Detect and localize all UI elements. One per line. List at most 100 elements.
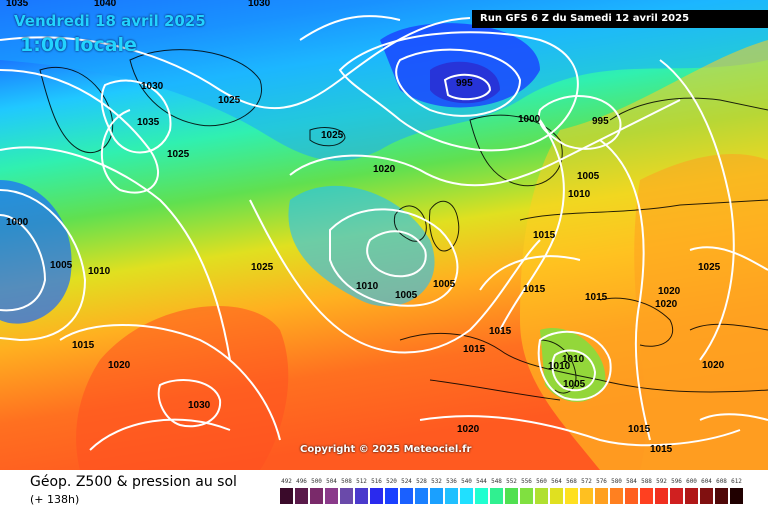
pressure-label: 995 bbox=[456, 78, 473, 89]
scale-swatch bbox=[415, 488, 428, 504]
scale-swatch bbox=[430, 488, 443, 504]
scale-value-label: 544 bbox=[476, 478, 487, 485]
scale-value-label: 548 bbox=[491, 478, 502, 485]
legend-bar: Géop. Z500 & pression au sol (+ 138h) 49… bbox=[0, 470, 768, 512]
pressure-labels: 1035 1040 1030 1000 1005 1010 1030 1035 … bbox=[6, 0, 725, 455]
scale-value-label: 524 bbox=[401, 478, 412, 485]
scale-value-label: 532 bbox=[431, 478, 442, 485]
scale-value-label: 608 bbox=[716, 478, 727, 485]
pressure-label: 1035 bbox=[137, 117, 160, 128]
scale-value-label: 580 bbox=[611, 478, 622, 485]
scale-swatch bbox=[280, 488, 293, 504]
scale-value-label: 576 bbox=[596, 478, 607, 485]
scale-swatch bbox=[730, 488, 743, 504]
pressure-label: 1015 bbox=[523, 284, 546, 295]
pressure-label: 1010 bbox=[562, 354, 585, 365]
scale-value-label: 596 bbox=[671, 478, 682, 485]
scale-value-label: 512 bbox=[356, 478, 367, 485]
pressure-label: 1005 bbox=[50, 260, 73, 271]
scale-swatch bbox=[310, 488, 323, 504]
scale-value-label: 568 bbox=[566, 478, 577, 485]
pressure-label: 1040 bbox=[94, 0, 117, 9]
coastlines bbox=[39, 49, 768, 401]
pressure-label: 1010 bbox=[88, 266, 111, 277]
pressure-label: 1020 bbox=[702, 360, 725, 371]
scale-swatch bbox=[700, 488, 713, 504]
pressure-label: 1005 bbox=[395, 290, 418, 301]
scale-value-label: 588 bbox=[641, 478, 652, 485]
scale-value-label: 520 bbox=[386, 478, 397, 485]
scale-value-label: 564 bbox=[551, 478, 562, 485]
pressure-label: 1000 bbox=[518, 114, 541, 125]
forecast-date: Vendredi 18 avril 2025 bbox=[14, 12, 206, 30]
scale-value-label: 528 bbox=[416, 478, 427, 485]
pressure-label: 1030 bbox=[188, 400, 211, 411]
scale-swatch bbox=[625, 488, 638, 504]
forecast-time: 1:00 locale bbox=[20, 34, 137, 56]
pressure-label: 1025 bbox=[218, 95, 241, 106]
weather-map: 1035 1040 1030 1000 1005 1010 1030 1035 … bbox=[0, 0, 768, 470]
scale-swatch bbox=[505, 488, 518, 504]
pressure-label: 1015 bbox=[533, 230, 556, 241]
scale-value-label: 556 bbox=[521, 478, 532, 485]
scale-value-label: 540 bbox=[461, 478, 472, 485]
scale-swatch bbox=[550, 488, 563, 504]
scale-swatch bbox=[370, 488, 383, 504]
run-info: Run GFS 6 Z du Samedi 12 avril 2025 bbox=[472, 10, 768, 28]
scale-swatch bbox=[565, 488, 578, 504]
pressure-label: 995 bbox=[592, 116, 609, 127]
scale-swatch bbox=[475, 488, 488, 504]
scale-swatch bbox=[655, 488, 668, 504]
scale-value-label: 612 bbox=[731, 478, 742, 485]
pressure-label: 1015 bbox=[72, 340, 95, 351]
scale-swatch bbox=[340, 488, 353, 504]
pressure-label: 1015 bbox=[463, 344, 486, 355]
scale-value-label: 560 bbox=[536, 478, 547, 485]
scale-swatch bbox=[295, 488, 308, 504]
pressure-label: 1015 bbox=[628, 424, 651, 435]
pressure-label: 1030 bbox=[248, 0, 271, 9]
scale-value-label: 584 bbox=[626, 478, 637, 485]
pressure-label: 1030 bbox=[141, 81, 164, 92]
scale-swatch bbox=[400, 488, 413, 504]
pressure-label: 1005 bbox=[563, 379, 586, 390]
scale-value-label: 516 bbox=[371, 478, 382, 485]
scale-swatch bbox=[595, 488, 608, 504]
scale-swatch bbox=[520, 488, 533, 504]
pressure-label: 1020 bbox=[373, 164, 396, 175]
pressure-label: 1025 bbox=[167, 149, 190, 160]
pressure-label: 1010 bbox=[356, 281, 379, 292]
map-graphic: 1035 1040 1030 1000 1005 1010 1030 1035 … bbox=[0, 0, 768, 470]
scale-value-label: 592 bbox=[656, 478, 667, 485]
scale-swatch bbox=[355, 488, 368, 504]
scale-value-label: 572 bbox=[581, 478, 592, 485]
pressure-label: 1020 bbox=[108, 360, 131, 371]
scale-swatch bbox=[385, 488, 398, 504]
pressure-label: 1020 bbox=[658, 286, 681, 297]
pressure-label: 1015 bbox=[585, 292, 608, 303]
pressure-label: 1015 bbox=[650, 444, 673, 455]
legend-title: Géop. Z500 & pression au sol bbox=[30, 474, 237, 490]
pressure-label: 1010 bbox=[568, 189, 591, 200]
scale-swatch bbox=[670, 488, 683, 504]
scale-swatch bbox=[445, 488, 458, 504]
scale-swatch bbox=[685, 488, 698, 504]
pressure-label: 1025 bbox=[251, 262, 274, 273]
scale-value-label: 492 bbox=[281, 478, 292, 485]
pressure-label: 1020 bbox=[655, 299, 678, 310]
pressure-label: 1025 bbox=[698, 262, 721, 273]
scale-swatch bbox=[640, 488, 653, 504]
scale-swatch bbox=[610, 488, 623, 504]
scale-swatch bbox=[580, 488, 593, 504]
copyright-notice: Copyright © 2025 Meteociel.fr bbox=[300, 444, 472, 455]
scale-value-label: 600 bbox=[686, 478, 697, 485]
scale-value-label: 496 bbox=[296, 478, 307, 485]
scale-value-label: 552 bbox=[506, 478, 517, 485]
pressure-label: 1000 bbox=[6, 217, 29, 228]
forecast-hour: (+ 138h) bbox=[30, 493, 80, 506]
scale-value-label: 500 bbox=[311, 478, 322, 485]
pressure-label: 1020 bbox=[457, 424, 480, 435]
scale-value-label: 604 bbox=[701, 478, 712, 485]
scale-swatch bbox=[715, 488, 728, 504]
scale-value-label: 504 bbox=[326, 478, 337, 485]
